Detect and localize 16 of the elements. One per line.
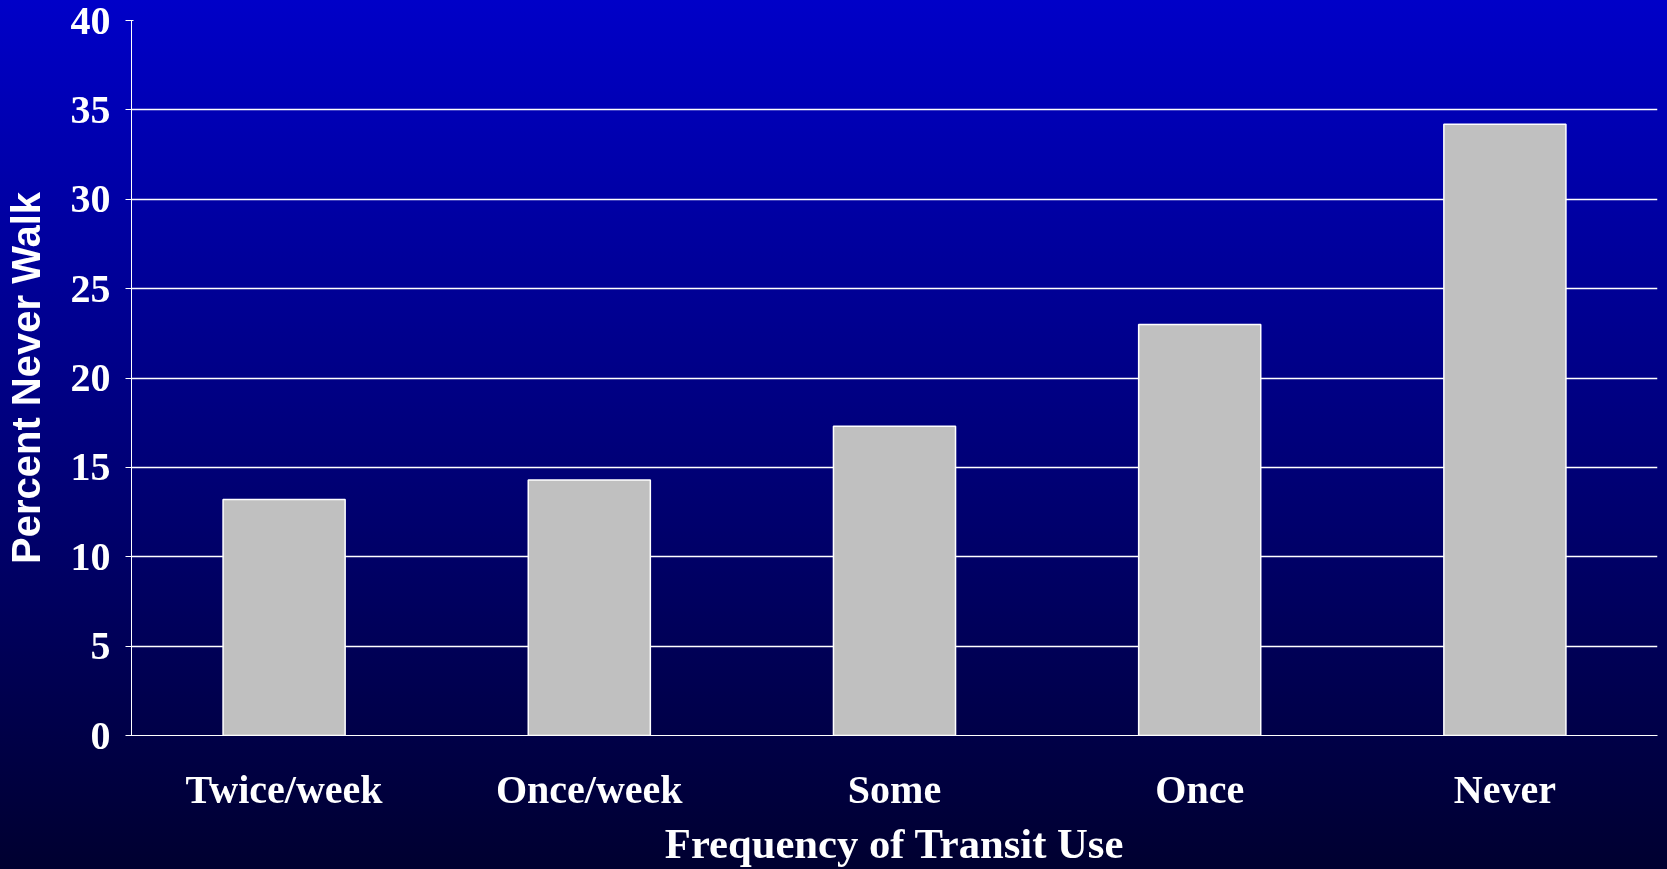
y-tick-label: 35 bbox=[70, 86, 111, 132]
y-tick-label: 0 bbox=[90, 712, 111, 758]
y-axis-title: Percent Never Walk bbox=[3, 191, 48, 565]
x-tick-label: Never bbox=[1453, 766, 1556, 812]
x-tick-label: Some bbox=[847, 766, 942, 812]
x-tick-label: Once bbox=[1155, 766, 1245, 812]
x-tick-label: Once/week bbox=[495, 766, 684, 812]
y-tick-label: 15 bbox=[70, 444, 111, 490]
y-tick-label: 20 bbox=[70, 355, 111, 400]
x-tick-label: Twice/week bbox=[185, 766, 384, 812]
y-tick-label: 40 bbox=[70, 0, 111, 43]
y-tick-label: 30 bbox=[70, 176, 111, 222]
y-tick-label: 5 bbox=[90, 623, 111, 669]
y-tick-label: 10 bbox=[70, 533, 111, 579]
y-tick-label: 25 bbox=[70, 265, 111, 311]
x-axis-title: Frequency of Transit Use bbox=[664, 819, 1124, 867]
